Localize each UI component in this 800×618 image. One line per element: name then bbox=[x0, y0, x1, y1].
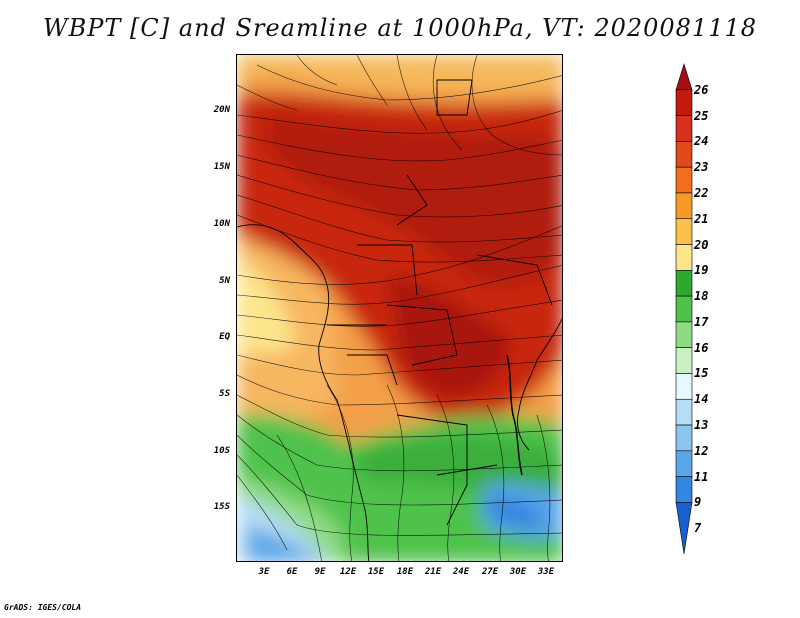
lat-label-15s: 15S bbox=[213, 502, 230, 512]
lat-label-5s: 5S bbox=[219, 389, 230, 399]
colorbar-bottom-arrow bbox=[675, 502, 693, 555]
colorbar-tick-label: 24 bbox=[694, 134, 709, 149]
colorbar-box bbox=[675, 192, 693, 220]
lon-label-3e: 3E bbox=[258, 567, 270, 577]
footer-credit: GrADS: IGES/COLA bbox=[4, 603, 82, 612]
coastline bbox=[237, 79, 562, 561]
lon-label-27e: 27E bbox=[481, 567, 499, 577]
colorbar: 26 25 24 23 22 21 20 19 18 17 16 15 14 13 12 11 9 7 bbox=[674, 62, 794, 556]
lon-label-30e: 30E bbox=[509, 567, 527, 577]
lat-label-eq: EQ bbox=[219, 332, 230, 342]
colorbar-box bbox=[675, 89, 693, 116]
colorbar-tick-label: 14 bbox=[694, 392, 709, 407]
lat-label-10n: 10N bbox=[213, 219, 230, 229]
colorbar-tick-label: 21 bbox=[694, 211, 709, 226]
lon-label-9e: 9E bbox=[314, 567, 326, 577]
lon-label-33e: 33E bbox=[537, 567, 555, 577]
colorbar-box bbox=[675, 270, 693, 297]
colorbar-box bbox=[675, 218, 693, 245]
colorbar-tick-label: 20 bbox=[694, 237, 709, 252]
colorbar-tick-label: 19 bbox=[694, 263, 709, 278]
colorbar-box bbox=[675, 321, 693, 348]
colorbar-box bbox=[675, 166, 693, 194]
colorbar-tick-label: 26 bbox=[694, 82, 709, 97]
colorbar-box bbox=[675, 424, 693, 452]
colorbar-tick-label: 25 bbox=[694, 108, 709, 123]
lat-label-10s: 10S bbox=[213, 446, 230, 456]
lat-label-20n: 20N bbox=[213, 105, 230, 115]
colorbar-tick-label: 23 bbox=[694, 160, 709, 175]
lon-label-12e: 12E bbox=[339, 567, 357, 577]
colorbar-tick-label: 12 bbox=[694, 443, 709, 458]
colorbar-tick-label: 15 bbox=[694, 366, 709, 381]
colorbar-box bbox=[675, 141, 693, 168]
wbpt-shading bbox=[237, 55, 562, 561]
colorbar-tick-label: 9 bbox=[694, 495, 702, 510]
colorbar-tick-label: 16 bbox=[694, 340, 709, 355]
lon-label-6e: 6E bbox=[286, 567, 298, 577]
wbpt-field bbox=[237, 55, 562, 561]
colorbar-box bbox=[675, 476, 693, 503]
lon-label-15e: 15E bbox=[367, 567, 385, 577]
colorbar-box bbox=[675, 450, 693, 477]
lon-label-24e: 24E bbox=[452, 567, 470, 577]
colorbar-tick-label: 18 bbox=[694, 289, 709, 304]
colorbar-box bbox=[675, 295, 693, 323]
lat-label-5n: 5N bbox=[219, 276, 230, 286]
colorbar-tick-label: 17 bbox=[694, 314, 709, 329]
lat-label-15n: 15N bbox=[213, 162, 230, 172]
colorbar-tick-label: 11 bbox=[694, 469, 709, 484]
colorbar-box bbox=[675, 398, 693, 426]
colorbar-box bbox=[675, 347, 693, 374]
colorbar-tick-label: 13 bbox=[694, 418, 709, 433]
colorbar-box bbox=[675, 244, 693, 271]
colorbar-box bbox=[675, 373, 693, 400]
lon-label-18e: 18E bbox=[396, 567, 414, 577]
colorbar-tick-label: 22 bbox=[694, 185, 709, 200]
colorbar-top-arrow bbox=[675, 62, 693, 91]
lon-label-21e: 21E bbox=[424, 567, 442, 577]
map-title: WBPT [C] and Sreamline at 1000hPa, VT: 2… bbox=[42, 14, 758, 42]
colorbar-strip bbox=[675, 62, 693, 555]
colorbar-box bbox=[675, 115, 693, 142]
map-panel bbox=[236, 54, 563, 562]
colorbar-tick-label: 7 bbox=[694, 521, 702, 536]
